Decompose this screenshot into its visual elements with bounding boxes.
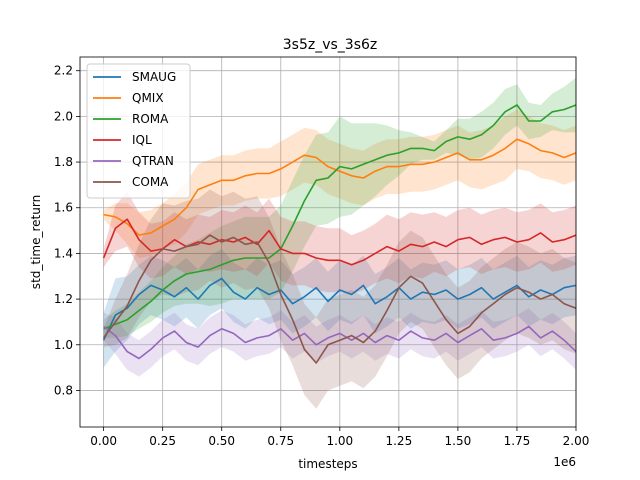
series-line-iql (102, 218, 577, 266)
legend-label-qtran: QTRAN (132, 154, 174, 168)
y-tick-label: 1.8 (54, 155, 73, 169)
x-tick-label: 1.50 (445, 434, 472, 448)
legend-label-smaug: SMAUG (132, 70, 176, 84)
band-qtran (103, 308, 576, 377)
plot-frame (79, 56, 577, 428)
band-iql (103, 191, 576, 295)
band-qmix (103, 109, 576, 258)
x-tick-label: 0.50 (208, 434, 235, 448)
y-tick-label: 1.6 (54, 201, 73, 215)
legend-label-iql: IQL (132, 133, 152, 147)
x-tick-label: 1.25 (385, 434, 412, 448)
x-axis-ticks: 0.00 0.25 0.50 0.75 1.00 1.25 1.50 1.75 2.00 (90, 427, 589, 448)
y-axis-label: std_time_return (29, 195, 43, 289)
x-axis-label: timesteps (298, 457, 357, 471)
band-coma (103, 189, 576, 409)
y-tick-label: 1.4 (54, 246, 73, 260)
x-tick-label: 2.00 (563, 434, 590, 448)
x-tick-label: 0.25 (149, 434, 176, 448)
y-tick-label: 2.2 (54, 64, 73, 78)
band-roma (103, 77, 576, 338)
y-tick-label: 0.8 (54, 383, 73, 397)
y-tick-label: 1.2 (54, 292, 73, 306)
series-line-smaug (102, 277, 577, 341)
x-tick-label: 1.75 (504, 434, 531, 448)
x-axis-offset-label: 1e6 (553, 455, 576, 469)
series-line-roma (103, 104, 577, 330)
y-axis-ticks: 0.8 1.0 1.2 1.4 1.6 1.8 2.0 2.2 (54, 64, 80, 397)
x-tick-label: 1.00 (326, 434, 353, 448)
confidence-bands (103, 77, 576, 409)
x-tick-label: 0.75 (267, 434, 294, 448)
series-lines (102, 104, 577, 364)
series-line-qmix (103, 138, 577, 236)
legend: SMAUG QMIX ROMA IQL QTRAN COMA (86, 63, 191, 199)
legend-label-coma: COMA (132, 175, 169, 189)
x-tick-label: 0.00 (90, 434, 117, 448)
y-tick-label: 1.0 (54, 338, 73, 352)
chart-title: 3s5z_vs_3s6z (283, 37, 378, 53)
series-line-qtran (103, 325, 577, 360)
y-tick-label: 2.0 (54, 109, 73, 123)
legend-label-roma: ROMA (132, 112, 169, 126)
legend-label-qmix: QMIX (132, 91, 164, 105)
series-line-coma (102, 234, 577, 364)
